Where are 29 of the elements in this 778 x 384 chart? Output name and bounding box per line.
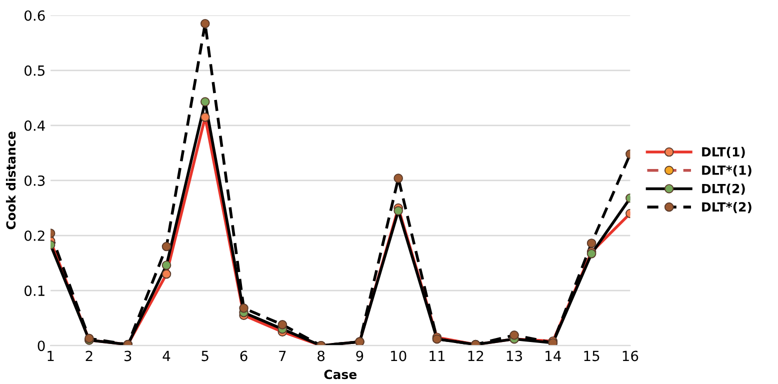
y-axis-title: Cook distance xyxy=(6,132,16,230)
x-tick-label: 16 xyxy=(622,350,638,362)
legend-label: DLT*(1) xyxy=(702,165,752,176)
x-tick-label: 15 xyxy=(584,350,600,362)
x-tick-label: 8 xyxy=(318,350,325,362)
y-tick-label: 0.6 xyxy=(24,10,45,21)
x-tick-label: 12 xyxy=(468,350,484,362)
y-tick-label: 0.3 xyxy=(24,175,45,186)
x-tick-label: 5 xyxy=(202,350,208,362)
x-tick-label: 11 xyxy=(430,350,445,362)
x-tick-label: 7 xyxy=(279,350,286,362)
x-axis-title: Case xyxy=(324,370,357,380)
x-tick-label: 1 xyxy=(48,350,54,362)
x-tick-label: 14 xyxy=(546,350,561,362)
y-tick-label: 0.5 xyxy=(24,65,44,76)
x-tick-label: 13 xyxy=(506,350,522,362)
x-tick-label: 6 xyxy=(240,350,248,362)
x-tick-label: 9 xyxy=(356,350,364,362)
x-tick-label: 4 xyxy=(162,350,170,362)
y-tick-label: 0 xyxy=(38,340,45,352)
x-tick-label: 2 xyxy=(86,350,92,362)
y-tick-label: 0.2 xyxy=(24,230,44,241)
legend-label: DLT(1) xyxy=(702,146,745,158)
legend-label: DLT*(2) xyxy=(702,202,752,214)
legend-label: DLT(2) xyxy=(702,184,745,195)
x-tick-label: 3 xyxy=(124,350,132,362)
y-tick-label: 0.4 xyxy=(24,120,45,131)
x-tick-label: 10 xyxy=(391,350,406,362)
y-tick-label: 0.1 xyxy=(24,286,44,296)
